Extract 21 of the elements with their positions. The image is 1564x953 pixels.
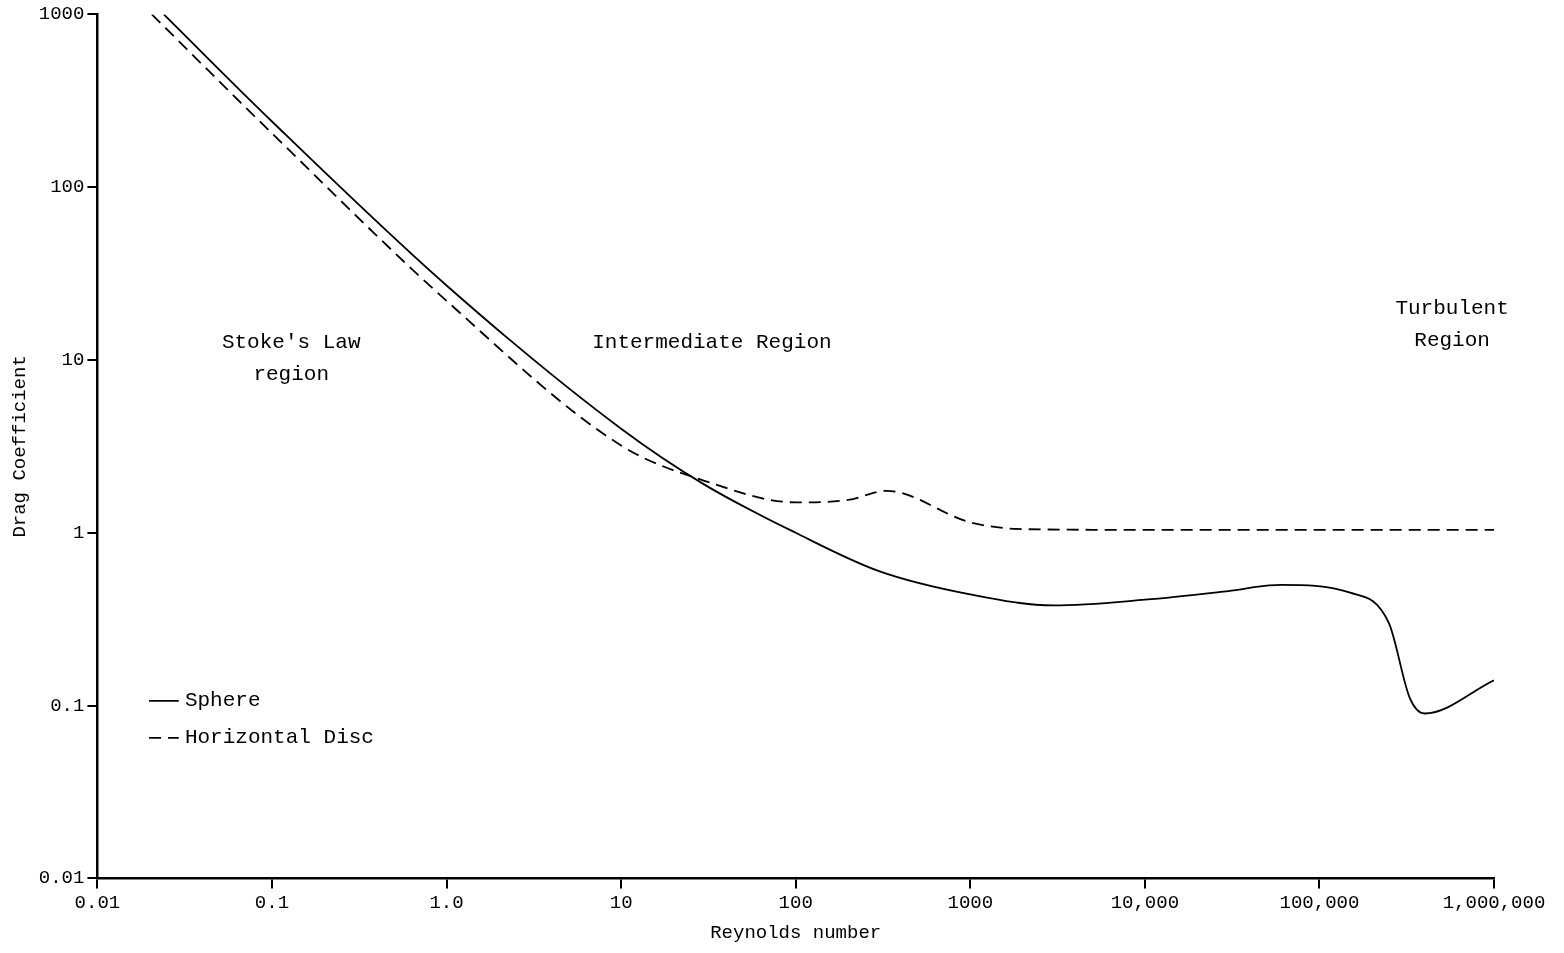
x-tick-label: 1.0 [429, 891, 464, 914]
legend-label: Sphere [184, 689, 261, 713]
annotation: Intermediate Region [592, 331, 832, 355]
y-tick-label: 1000 [38, 3, 85, 26]
x-tick-label: 10 [609, 891, 633, 914]
x-tick-label: 1,000,000 [1442, 891, 1546, 914]
x-tick-label: 100 [778, 891, 813, 914]
annotation: Turbulent Region [1395, 296, 1509, 352]
y-tick-label: 0.01 [38, 867, 85, 890]
annotation: Stoke's Law region [221, 331, 361, 387]
y-axis-title: Drag Coefficient [9, 355, 32, 538]
y-tick-label: 0.1 [50, 694, 85, 717]
legend-label: Horizontal Disc [184, 726, 374, 750]
y-tick-label: 10 [61, 349, 85, 372]
x-axis-title: Reynolds number [710, 921, 882, 944]
x-tick-label: 100,000 [1279, 891, 1360, 914]
x-tick-label: 0.1 [254, 891, 290, 914]
y-tick-label: 100 [50, 176, 85, 199]
y-tick-label: 1 [73, 521, 85, 544]
x-tick-label: 1000 [947, 891, 994, 914]
x-tick-label: 10,000 [1110, 891, 1180, 914]
